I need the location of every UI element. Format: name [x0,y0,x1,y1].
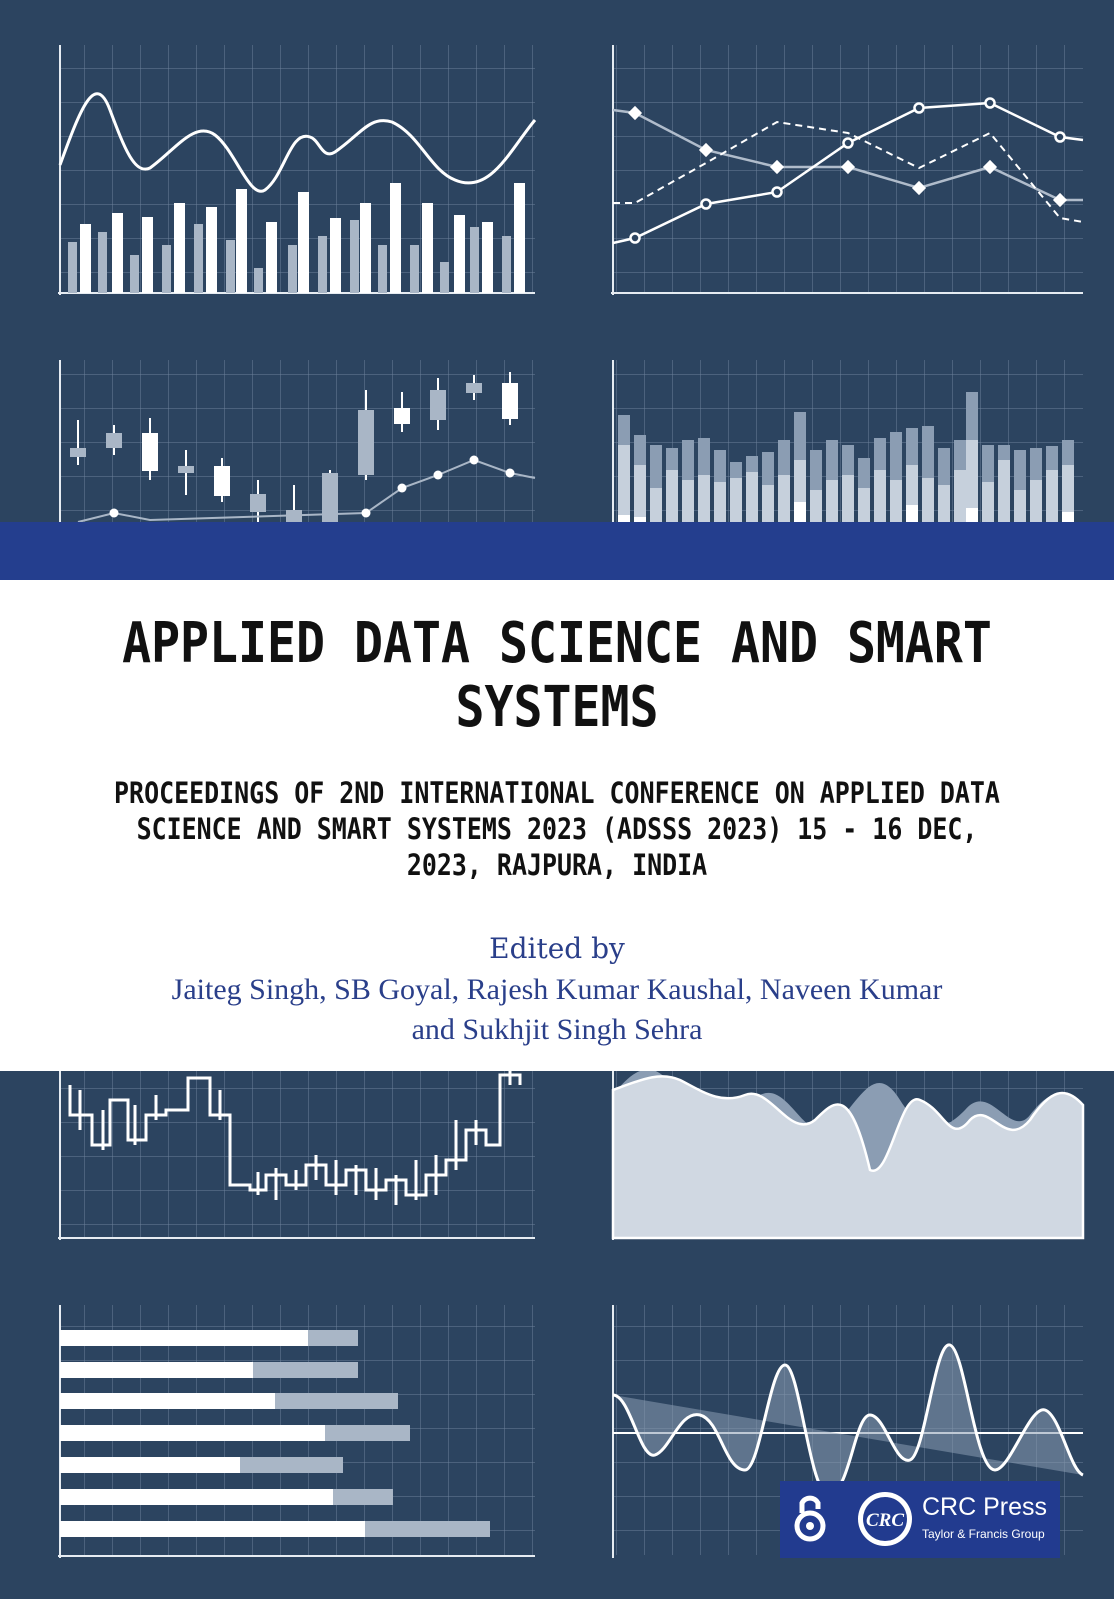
accent-band [0,522,1114,580]
publisher-group: Taylor & Francis Group [922,1527,1045,1541]
panel-stacked-bars [612,360,1083,522]
crc-logo-text: CRC [866,1510,904,1531]
editors-line-1: Jaiteg Singh, SB Goyal, Rajesh Kumar Kau… [171,973,943,1006]
edited-by-label: Edited by [489,932,625,965]
panel-candlestick [59,360,536,523]
panel-step-chart [58,1071,535,1240]
panel-bar-wave [58,45,537,295]
publisher-icons: CRC [794,1492,912,1546]
crc-logo-icon: CRC [858,1492,912,1546]
title-panel: APPLIED DATA SCIENCE AND SMART SYSTEMS P… [0,580,1114,1071]
publisher-logo: CRC CRC Press Taylor & Francis Group [780,1481,1060,1558]
book-subtitle: PROCEEDINGS OF 2ND INTERNATIONAL CONFERE… [114,776,1000,882]
editors-line-2: and Sukhjit Singh Sehra [411,1013,703,1046]
panel-line-markers [611,45,1084,295]
panel-area-waves [611,1069,1085,1240]
open-access-icon [794,1495,826,1542]
editors-list: Jaiteg Singh, SB Goyal, Rajesh Kumar Kau… [60,970,1054,1050]
book-title: APPLIED DATA SCIENCE AND SMART SYSTEMS [122,611,992,740]
publisher-name: CRC Press [922,1493,1048,1521]
panel-horizontal-bars [58,1305,535,1558]
